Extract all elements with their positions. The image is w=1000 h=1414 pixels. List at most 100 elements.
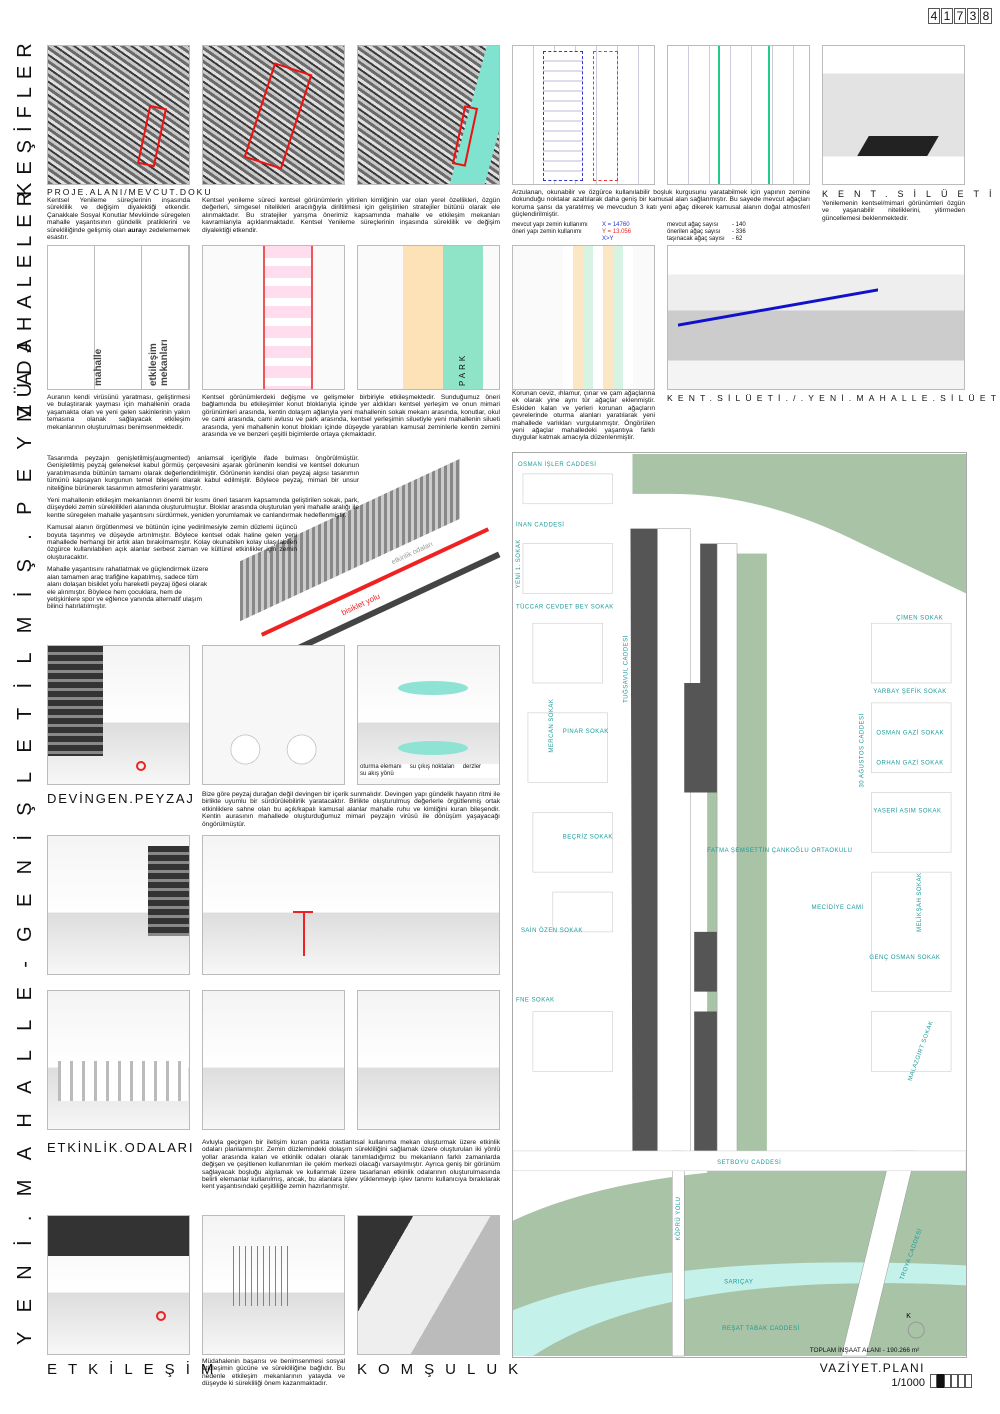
- pool-label: oturma elemanı: [360, 764, 402, 770]
- footprint-diagram: [512, 45, 655, 185]
- stat-row: mevcut ağaç sayısı - 140: [667, 222, 746, 228]
- aerial-photo-1: [47, 45, 190, 185]
- title-komsuluk: KOMŞULUK: [357, 1361, 530, 1378]
- text: Kentsel Yenileme süreçlerinin inşasında …: [47, 197, 190, 234]
- mudahaleler-text-1: Auranın kendi virüsünü yaratması, gelişt…: [47, 394, 190, 431]
- street-label: SETBOYU CADDESİ: [717, 1159, 781, 1166]
- render-interaction-2: [202, 1215, 345, 1355]
- text: yı zedelememek esastır.: [47, 226, 190, 242]
- street-label: YASERİ ASIM SOKAK: [873, 807, 941, 814]
- landmark-label: SARIÇAY: [724, 1279, 753, 1285]
- street-label: YENİ 1. SOKAK: [515, 539, 522, 588]
- north-label: K: [906, 1313, 911, 1320]
- peyzaj-paragraph-2: Yeni mahallenin etkileşim mekanlarının ö…: [47, 497, 359, 519]
- site-plan-title: VAZİYET.PLANI: [819, 1361, 925, 1375]
- render-interaction-1: [47, 1215, 190, 1355]
- aerial-photo-2: [202, 45, 345, 185]
- tree-diagram: [667, 45, 810, 185]
- street-label: ORHAN GAZİ SOKAK: [876, 760, 943, 767]
- kesifler-text-3: Arzulanan, okunabilir ve özgürce kullanı…: [512, 189, 810, 219]
- kesifler-text-2: Kentsel yenileme süreci kentsel görünüml…: [202, 197, 500, 234]
- street-label: TUĞSAVUL CADDESİ: [622, 635, 629, 703]
- render-pool: oturma elemanı su çıkış noktaları derzler s…: [357, 645, 500, 785]
- section-diagram-2: PARK: [357, 245, 500, 390]
- street-label: GENÇ OSMAN SOKAK: [869, 955, 940, 961]
- stat-row: önerilen ağaç sayısı - 336: [667, 229, 746, 235]
- stat-label: mevcut yapı zemin kullanımı: [512, 222, 588, 228]
- peyzaj-text: Tasarımda peyzajın genişletilmiş(augment…: [47, 455, 359, 616]
- street-label: İNAN CADDESİ: [516, 522, 564, 529]
- title-etkinlik-odalari: ETKİNLİK.ODALARI: [47, 1140, 195, 1155]
- street-label: TÜCCAR CEVDET BEY SOKAK: [516, 603, 614, 610]
- stat-value: X = 14760: [602, 222, 630, 228]
- stat-value: 336: [735, 229, 746, 235]
- pool-label: su akış yönü: [360, 771, 394, 777]
- caption-proje-alani: PROJE.ALANI/MEVCUT.DOKU: [47, 187, 213, 197]
- silhouette-render: [822, 45, 965, 185]
- tree-stats: mevcut ağaç sayısı - 140 önerilen ağaç sa…: [667, 222, 807, 243]
- silhouette-perspective: [667, 245, 965, 390]
- peyzaj-paragraph-1: Tasarımda peyzajın genişletilmiş(augment…: [47, 455, 359, 492]
- kesifler-text-1: Kentsel Yenileme süreçlerinin inşasında …: [47, 197, 190, 241]
- pool-label: su çıkış noktaları: [409, 764, 455, 770]
- stat-row: taşınacak ağaç sayısı - 62: [667, 236, 743, 242]
- stat-value: X>Y: [602, 236, 614, 242]
- landmark-label: FATMA ŞEMSETTİN ÇANKOĞLU ORTAOKULU: [707, 847, 852, 854]
- section-diagram-1: [202, 245, 345, 390]
- street-label: YARBAY ŞEFİK SOKAK: [873, 688, 946, 695]
- caption-kent-silueti: KENT.SİLÜETİ: [822, 189, 1000, 199]
- street-label: ÇİMEN SOKAK: [896, 614, 943, 621]
- devingen-text: Bize göre peyzaj durağan değil devingen …: [202, 791, 500, 828]
- section-title-peyzaj: YENİ.MAHALLE-GENİŞLETİLMİŞ.PEYZAJ: [14, 323, 36, 1345]
- stat-label: öneri yapı zemin kullanımı: [512, 229, 582, 235]
- street-label: FNE SOKAK: [516, 998, 555, 1004]
- code-digit: 1: [941, 8, 953, 24]
- etkilesim-text: Müdahalenin başarısı ve benimsenmesi sos…: [202, 1358, 345, 1388]
- street-label: REŞAT TABAK CADDESİ: [722, 1325, 800, 1332]
- aerial-photo-3: [357, 45, 500, 185]
- diagram-label: mahalle: [93, 348, 104, 386]
- code-digit: 7: [954, 8, 966, 24]
- mudahaleler-text-3: Korunan ceviz, ıhlamur, çınar ve çam ağa…: [512, 390, 655, 442]
- site-plan-scale: 1/1000: [891, 1377, 925, 1389]
- etkinlik-text: Avluyla geçirgen bir iletişim kuran park…: [202, 1139, 500, 1191]
- peyzaj-paragraph-4: Mahalle yaşantısını rahatlatmak ve güçle…: [47, 566, 209, 611]
- title-devingen-peyzaj: DEVİNGEN.PEYZAJ: [47, 791, 195, 806]
- render-mosque-plaza: [47, 835, 190, 975]
- street-label: SAİN ÖZEN SOKAK: [521, 927, 583, 934]
- diagram-label: etkileşim mekanları: [148, 339, 170, 386]
- site-plan: K OSMAN İŞLER CADDESİ İNAN CADDESİ YENİ …: [512, 452, 967, 1358]
- street-label: MERCAN SOKAK: [549, 699, 555, 753]
- street-label: PINAR SOKAK: [563, 729, 609, 735]
- street-label: BEÇRİZ SOKAK: [563, 833, 613, 840]
- stat-label: mevcut ağaç sayısı: [667, 222, 719, 228]
- render-basketball: [202, 835, 500, 975]
- stat-value: 140: [735, 222, 746, 228]
- render-devingen-2: [202, 645, 345, 785]
- street-label: MELİKŞAH SOKAK: [916, 872, 923, 931]
- north-arrow-icon: [907, 1321, 925, 1339]
- scale-bar: [930, 1374, 972, 1388]
- pool-label: derzler: [462, 764, 482, 770]
- render-devingen-1: [47, 645, 190, 785]
- section-title-kesifler: KEŞİFLER: [14, 35, 36, 196]
- render-activity-rooms-1: [47, 990, 190, 1130]
- title-etkilesim: ETKİLEŞİM: [47, 1361, 225, 1378]
- street-label: OSMAN İŞLER CADDESİ: [518, 461, 596, 468]
- context-buildings: [522, 473, 952, 1072]
- section-diagram-3: [512, 245, 655, 390]
- bold-word: aura: [127, 226, 142, 234]
- total-area: TOPLAM İNŞAAT ALANI - 190.266 m²: [810, 1345, 920, 1354]
- stat-row: X>Y: [512, 236, 662, 243]
- bridge: [672, 1150, 685, 1357]
- landmark-label: MECİDİYE CAMİ: [812, 904, 864, 911]
- render-neighbourhood: [357, 1215, 500, 1355]
- building-block-west: [630, 528, 658, 1156]
- code-digit: 8: [980, 8, 992, 24]
- code-digit: 4: [928, 8, 940, 24]
- stat-row: öneri yapı zemin kullanımı Y = 13.056: [512, 229, 662, 236]
- street-label: OSMAN GAZİ SOKAK: [876, 730, 944, 737]
- park-label: PARK: [458, 352, 467, 386]
- peyzaj-paragraph-3: Kamusal alanın örgütlenmesi ve bütünün i…: [47, 524, 297, 561]
- code-digit: 3: [967, 8, 979, 24]
